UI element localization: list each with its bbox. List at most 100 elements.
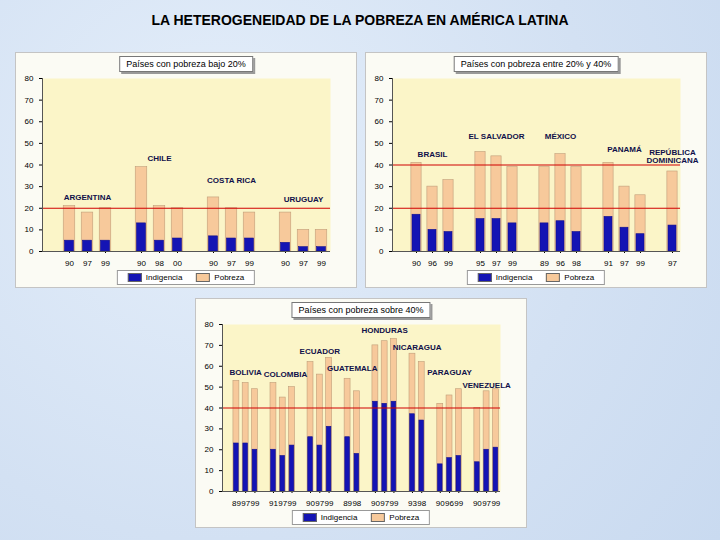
- svg-text:BOLIVIA: BOLIVIA: [229, 368, 262, 377]
- svg-text:90: 90: [473, 499, 482, 507]
- svg-text:97: 97: [380, 499, 389, 507]
- svg-text:99: 99: [245, 259, 254, 267]
- svg-text:99: 99: [491, 499, 500, 507]
- html-text:Indigencia: Indigencia: [495, 272, 533, 282]
- svg-text:60: 60: [25, 117, 34, 126]
- svg-text:NICARAGUA: NICARAGUA: [393, 343, 442, 352]
- svg-text:80: 80: [205, 320, 214, 329]
- svg-text:96: 96: [556, 259, 565, 267]
- svg-text:99: 99: [325, 499, 334, 507]
- svg-text:91: 91: [604, 259, 613, 267]
- svg-text:REPÚBLICADOMINICANA: REPÚBLICADOMINICANA: [647, 148, 699, 165]
- svg-text:70: 70: [205, 341, 214, 350]
- svg-text:96: 96: [445, 499, 454, 507]
- svg-text:40: 40: [375, 161, 384, 170]
- svg-text:20: 20: [205, 445, 214, 454]
- svg-text:ARGENTINA: ARGENTINA: [64, 193, 112, 202]
- svg-text:URUGUAY: URUGUAY: [284, 195, 324, 204]
- svg-text:60: 60: [205, 362, 214, 371]
- svg-text:10: 10: [375, 225, 384, 234]
- svg-text:89: 89: [540, 259, 549, 267]
- svg-text:91: 91: [269, 499, 278, 507]
- svg-text:96: 96: [428, 259, 437, 267]
- svg-text:70: 70: [25, 96, 34, 105]
- svg-text:30: 30: [205, 424, 214, 433]
- svg-text:89: 89: [343, 499, 352, 507]
- svg-text:98: 98: [417, 499, 426, 507]
- svg-text:50: 50: [205, 383, 214, 392]
- svg-text:COSTA RICA: COSTA RICA: [207, 176, 256, 185]
- svg-text:50: 50: [25, 139, 34, 148]
- svg-text:30: 30: [375, 182, 384, 191]
- html-text:Países con pobreza sobre 40%: Países con pobreza sobre 40%: [298, 305, 424, 315]
- svg-text:97: 97: [83, 259, 92, 267]
- svg-text:50: 50: [375, 139, 384, 148]
- svg-text:90: 90: [65, 259, 74, 267]
- svg-text:98: 98: [155, 259, 164, 267]
- svg-text:80: 80: [25, 74, 34, 83]
- svg-text:0: 0: [209, 487, 214, 496]
- svg-text:90: 90: [137, 259, 146, 267]
- svg-text:99: 99: [101, 259, 110, 267]
- html-text:LA HETEROGENEIDAD DE LA POBREZ: LA HETEROGENEIDAD DE LA POBREZA EN AMÉRI…: [151, 12, 569, 28]
- svg-text:90: 90: [209, 259, 218, 267]
- html-text:Pobreza: Pobreza: [214, 272, 245, 282]
- svg-text:97: 97: [492, 259, 501, 267]
- svg-text:ECUADOR: ECUADOR: [300, 347, 341, 356]
- svg-text:90: 90: [281, 259, 290, 267]
- svg-text:99: 99: [454, 499, 463, 507]
- svg-text:99: 99: [250, 499, 259, 507]
- html-text:Países con pobreza entre 20% y: Países con pobreza entre 20% y 40%: [460, 59, 612, 69]
- svg-text:90: 90: [412, 259, 421, 267]
- svg-text:97: 97: [620, 259, 629, 267]
- svg-text:90: 90: [306, 499, 315, 507]
- svg-text:10: 10: [25, 225, 34, 234]
- svg-text:70: 70: [375, 96, 384, 105]
- svg-text:MÉXICO: MÉXICO: [545, 132, 577, 141]
- svg-text:BRASIL: BRASIL: [418, 150, 448, 159]
- html-text:Indigencia: Indigencia: [145, 272, 183, 282]
- svg-text:PARAGUAY: PARAGUAY: [427, 368, 472, 377]
- svg-text:COLOMBIA: COLOMBIA: [264, 370, 308, 379]
- svg-text:99: 99: [636, 259, 645, 267]
- svg-text:99: 99: [508, 259, 517, 267]
- svg-text:97: 97: [482, 499, 491, 507]
- svg-text:97: 97: [299, 259, 308, 267]
- svg-text:98: 98: [352, 499, 361, 507]
- svg-text:99: 99: [444, 259, 453, 267]
- svg-text:10: 10: [205, 466, 214, 475]
- svg-text:90: 90: [371, 499, 380, 507]
- svg-text:93: 93: [408, 499, 417, 507]
- svg-text:97: 97: [278, 499, 287, 507]
- svg-text:20: 20: [25, 204, 34, 213]
- svg-text:GUATEMALA: GUATEMALA: [327, 364, 378, 373]
- html-text:Indigencia: Indigencia: [320, 512, 358, 522]
- svg-text:40: 40: [205, 404, 214, 413]
- svg-text:30: 30: [25, 182, 34, 191]
- svg-text:90: 90: [436, 499, 445, 507]
- svg-text:VENEZUELA: VENEZUELA: [462, 381, 511, 390]
- svg-text:89: 89: [232, 499, 241, 507]
- svg-text:0: 0: [29, 247, 34, 256]
- svg-text:CHILE: CHILE: [148, 154, 173, 163]
- svg-text:95: 95: [476, 259, 485, 267]
- svg-text:99: 99: [288, 499, 297, 507]
- svg-text:60: 60: [375, 117, 384, 126]
- html-text:Pobreza: Pobreza: [564, 272, 595, 282]
- svg-text:0: 0: [379, 247, 384, 256]
- svg-text:97: 97: [227, 259, 236, 267]
- svg-text:99: 99: [317, 259, 326, 267]
- svg-text:80: 80: [375, 74, 384, 83]
- html-text:Países con pobreza bajo 20%: Países con pobreza bajo 20%: [126, 59, 246, 69]
- svg-text:HONDURAS: HONDURAS: [362, 326, 409, 335]
- svg-text:97: 97: [315, 499, 324, 507]
- svg-text:PANAMÁ: PANAMÁ: [607, 145, 642, 154]
- svg-text:40: 40: [25, 161, 34, 170]
- svg-text:98: 98: [572, 259, 581, 267]
- svg-text:97: 97: [668, 259, 677, 267]
- svg-text:20: 20: [375, 204, 384, 213]
- svg-text:EL SALVADOR: EL SALVADOR: [468, 132, 524, 141]
- svg-text:00: 00: [173, 259, 182, 267]
- svg-text:97: 97: [241, 499, 250, 507]
- svg-text:99: 99: [389, 499, 398, 507]
